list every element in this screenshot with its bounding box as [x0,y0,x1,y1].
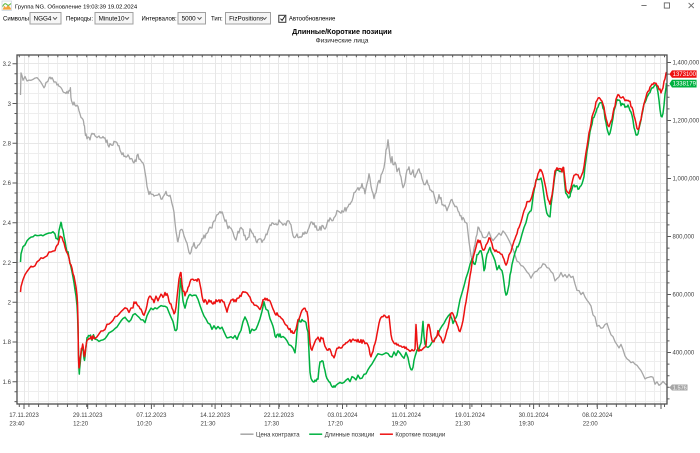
svg-text:Цена контракта: Цена контракта [256,432,300,438]
svg-text:10:20: 10:20 [137,422,153,428]
svg-text:2: 2 [8,301,12,307]
svg-text:1.576: 1.576 [673,386,687,392]
svg-text:Автообновление: Автообновление [289,17,336,23]
svg-text:FizPositions: FizPositions [229,16,263,23]
svg-text:17.11.2023: 17.11.2023 [9,413,39,419]
svg-text:400,000: 400,000 [673,351,695,357]
svg-text:2.4: 2.4 [3,221,12,227]
svg-text:3.2: 3.2 [3,62,12,68]
svg-text:Тип:: Тип: [211,17,223,23]
svg-text:1338179: 1338179 [673,82,697,88]
svg-text:11.01.2024: 11.01.2024 [391,413,421,419]
svg-text:03.01.2024: 03.01.2024 [327,413,358,419]
svg-text:23:40: 23:40 [9,422,25,428]
svg-text:2.2: 2.2 [3,261,12,267]
svg-text:Группа NG. Обновление 19:03:39: Группа NG. Обновление 19:03:39 19.02.202… [15,4,138,10]
svg-text:Интервалов:: Интервалов: [142,17,178,23]
svg-text:1,000,000: 1,000,000 [673,177,700,183]
svg-text:08.02.2024: 08.02.2024 [582,413,613,419]
svg-text:30.01.2024: 30.01.2024 [519,413,550,419]
svg-text:5000: 5000 [182,16,197,23]
svg-text:2.8: 2.8 [3,142,12,148]
svg-text:Minute10: Minute10 [99,16,125,23]
svg-text:800,000: 800,000 [673,235,695,241]
svg-text:Длинные позиции: Длинные позиции [325,432,375,438]
svg-text:19:20: 19:20 [392,422,408,428]
svg-text:07.12.2023: 07.12.2023 [136,413,167,419]
svg-text:19:30: 19:30 [519,422,535,428]
svg-text:21:30: 21:30 [201,422,217,428]
svg-text:29.11.2023: 29.11.2023 [73,413,103,419]
svg-text:1,200,000: 1,200,000 [673,119,700,125]
svg-text:1,400,000: 1,400,000 [673,61,700,67]
svg-text:1373100: 1373100 [673,72,697,78]
svg-text:600,000: 600,000 [673,293,695,299]
svg-text:Периоды:: Периоды: [66,17,93,23]
svg-text:21:30: 21:30 [455,422,471,428]
svg-text:Короткие позиции: Короткие позиции [395,432,445,438]
svg-text:2.6: 2.6 [3,181,12,187]
svg-text:1.6: 1.6 [3,380,12,386]
svg-text:12:20: 12:20 [73,422,89,428]
svg-text:1.8: 1.8 [3,340,12,346]
svg-text:Символы:: Символы: [3,17,31,23]
svg-text:22.12.2023: 22.12.2023 [264,413,295,419]
svg-text:22:00: 22:00 [583,422,599,428]
svg-text:17:30: 17:30 [264,422,280,428]
svg-text:NGG4: NGG4 [34,16,52,23]
svg-text:3: 3 [8,102,12,108]
svg-text:19.01.2024: 19.01.2024 [455,413,486,419]
svg-text:17:20: 17:20 [328,422,344,428]
svg-text:Длинные/Короткие позиции: Длинные/Короткие позиции [292,27,392,36]
svg-text:Физические лица: Физические лица [316,38,369,45]
svg-text:14.12.2023: 14.12.2023 [200,413,231,419]
